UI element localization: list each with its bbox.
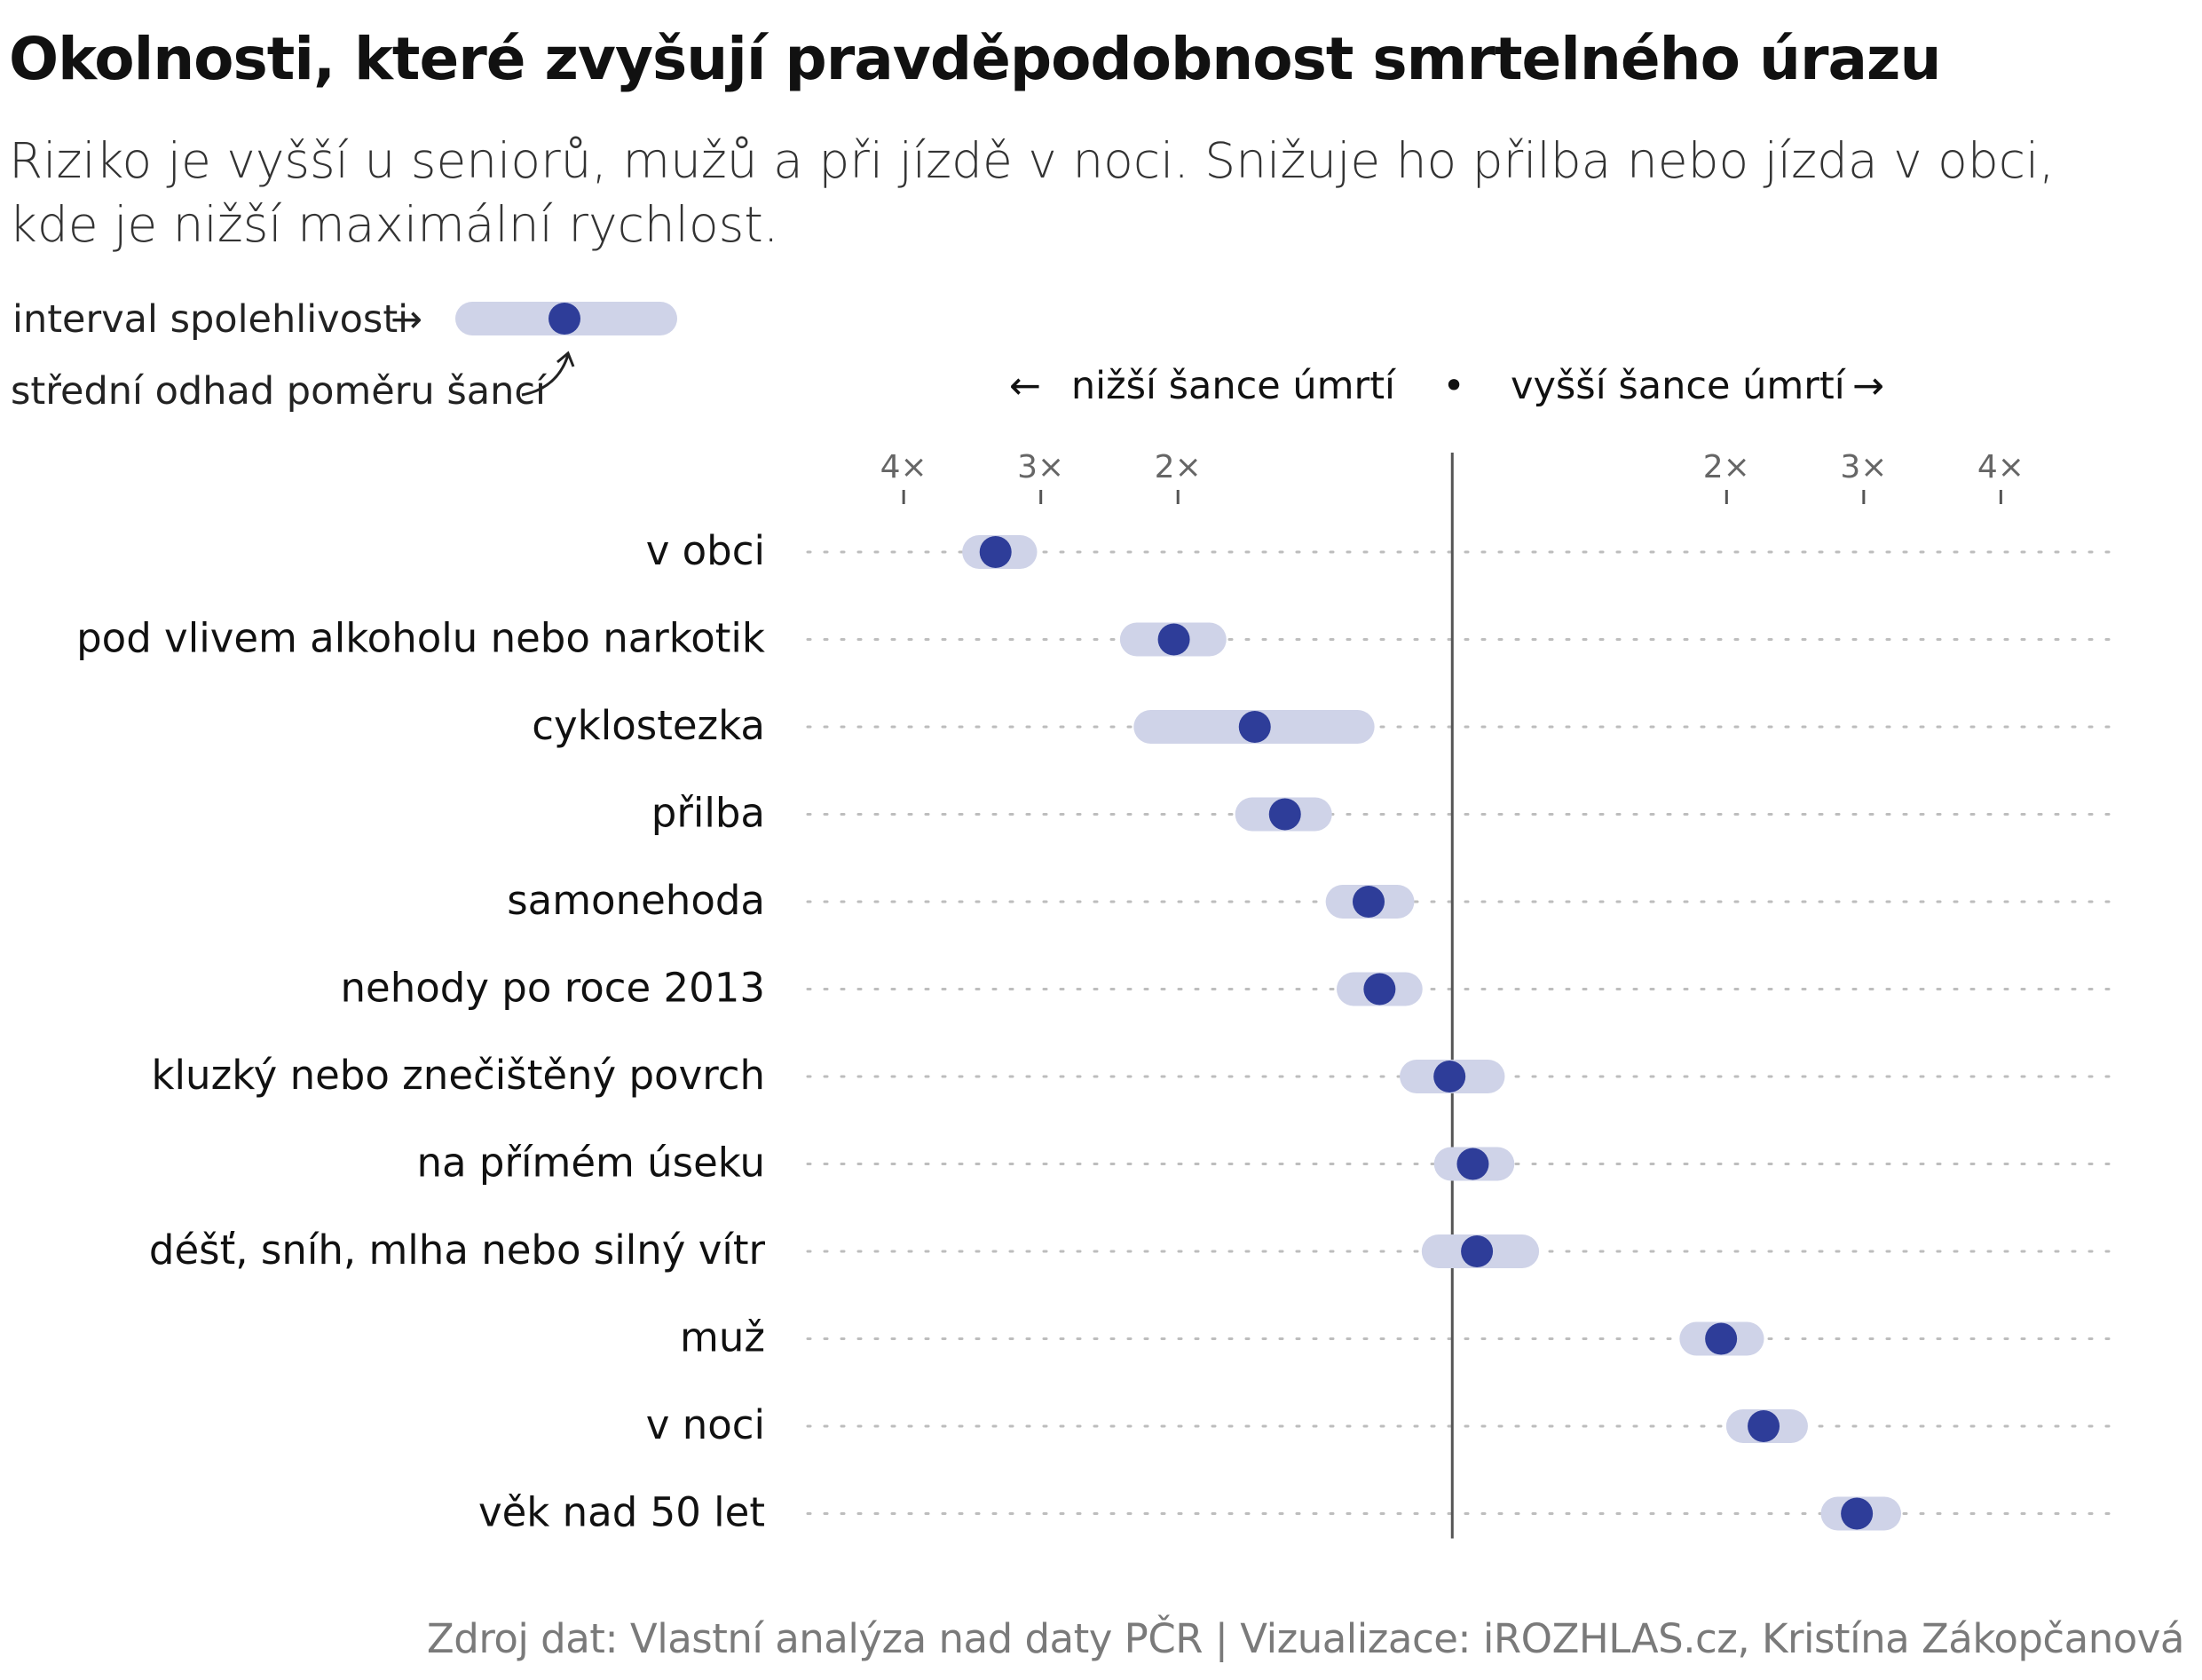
chart-row: věk nad 50 let [478, 1489, 1902, 1536]
estimate-dot [1268, 798, 1301, 831]
chart-row: samonehoda [507, 877, 1415, 924]
chart-row: muž [680, 1314, 1764, 1361]
row-label: pod vlivem alkoholu nebo narkotik [76, 615, 765, 662]
estimate-dot [1157, 623, 1190, 656]
row-label: samonehoda [507, 877, 765, 924]
chart-row: kluzký nebo znečištěný povrch [151, 1052, 1505, 1099]
higher-direction-label: vyšší šance úmrtí [1511, 364, 1847, 408]
x-tick-label: 2× [1155, 449, 1202, 485]
x-tick-label: 2× [1703, 449, 1750, 485]
row-gridlines [806, 550, 2112, 1515]
direction-separator: • [1442, 364, 1464, 408]
chart-row: déšť, sníh, mlha nebo silný vítr [149, 1226, 1540, 1274]
chart-row: v obci [646, 527, 1038, 574]
row-label: cyklostezka [532, 702, 765, 749]
x-tick-label: 4× [880, 449, 927, 485]
x-tick-label: 3× [1017, 449, 1064, 485]
x-axis-ticks: 4× 3× 2× 2× 3× 4× [880, 449, 2024, 504]
estimate-dot [1748, 1410, 1780, 1442]
chart-subtitle: Riziko je vyšší u seniorů, mužů a při jí… [9, 129, 2139, 256]
chart-row: cyklostezka [532, 702, 1375, 749]
estimate-dot [1705, 1322, 1738, 1355]
higher-direction-arrow: → [1852, 364, 1884, 408]
row-label: přilba [651, 790, 765, 837]
estimate-dot [1238, 711, 1271, 743]
row-label: v noci [646, 1401, 765, 1448]
legend-curved-arrow [521, 354, 570, 397]
estimate-dot [1433, 1061, 1466, 1092]
chart-row: na přímém úseku [417, 1140, 1515, 1187]
row-label: kluzký nebo znečištěný povrch [151, 1052, 765, 1099]
lower-direction-label: nižší šance úmrtí [1071, 364, 1397, 408]
row-label: v obci [646, 527, 765, 574]
estimate-dot [1353, 886, 1385, 918]
chart-row: přilba [651, 790, 1332, 837]
subtitle-line-2: kde je nižší maximální rychlost. [9, 196, 779, 253]
estimate-dot [1461, 1235, 1494, 1267]
source-credit: Zdroj dat: Vlastní analýza nad daty PČR … [426, 1615, 2185, 1662]
row-label: déšť, sníh, mlha nebo silný vítr [149, 1226, 766, 1274]
legend-estimate-dot [549, 303, 580, 335]
x-tick-label: 4× [1977, 449, 2024, 485]
row-label: muž [680, 1314, 765, 1361]
estimate-dot [979, 536, 1012, 568]
chart-row: v noci [646, 1401, 1808, 1448]
row-label: věk nad 50 let [478, 1489, 765, 1536]
chart-row: pod vlivem alkoholu nebo narkotik [76, 615, 1227, 662]
legend-estimate-label: střední odhad poměru šancí [11, 369, 548, 414]
row-label: na přímém úseku [417, 1140, 765, 1187]
row-label: nehody po roce 2013 [341, 965, 765, 1012]
chart-rows: v obci pod vlivem alkoholu nebo narkotik c… [76, 527, 1902, 1536]
lower-direction-arrow: ← [1009, 364, 1041, 408]
estimate-dot [1841, 1497, 1874, 1530]
legend-interval-arrow: → [391, 297, 422, 342]
estimate-dot [1363, 973, 1396, 1006]
legend: interval spolehlivosti → střední odhad p… [11, 297, 677, 414]
direction-labels: ← nižší šance úmrtí • vyšší šance úmrtí … [1009, 364, 1884, 408]
legend-interval-label: interval spolehlivosti [12, 297, 408, 342]
x-tick-label: 3× [1840, 449, 1887, 485]
estimate-dot [1456, 1148, 1489, 1180]
legend-curved-arrowhead [556, 351, 575, 367]
chart-row: nehody po roce 2013 [341, 965, 1423, 1012]
chart-title: Okolnosti, které zvyšují pravděpodobnost… [9, 25, 1941, 93]
subtitle-line-1: Riziko je vyšší u seniorů, mužů a při jí… [9, 132, 2055, 189]
